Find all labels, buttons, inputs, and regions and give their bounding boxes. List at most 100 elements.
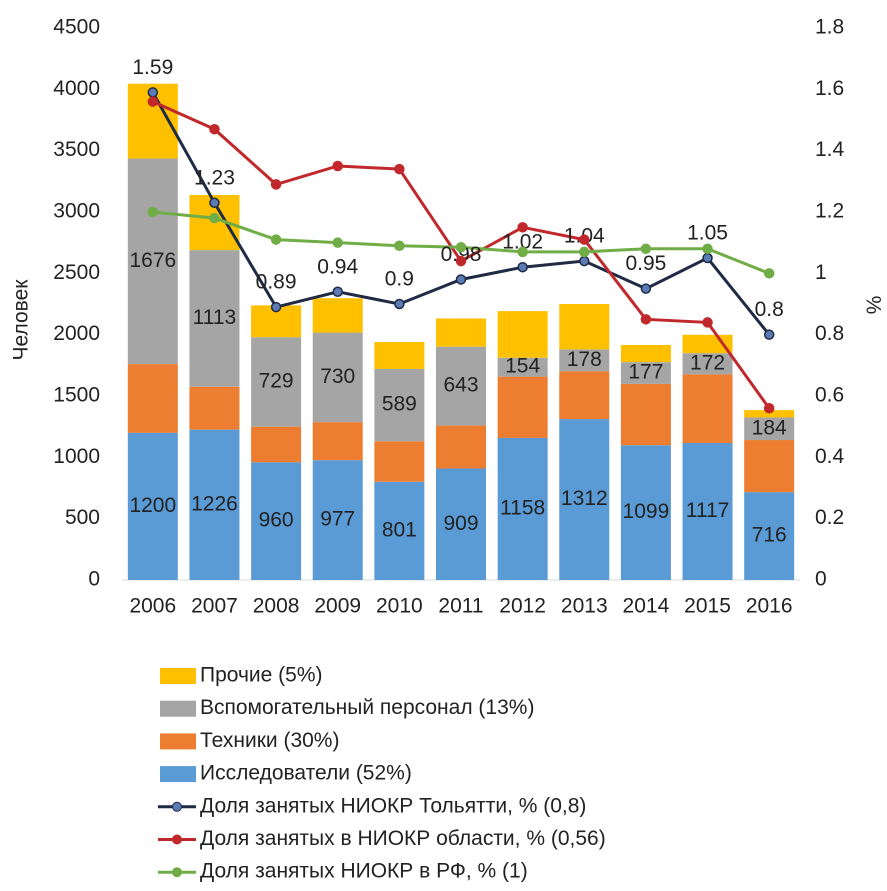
line-marker xyxy=(702,317,713,328)
bar-segment xyxy=(374,441,425,482)
bar-segment xyxy=(497,311,548,358)
data-label: 729 xyxy=(259,370,294,393)
data-label: 1099 xyxy=(623,500,670,523)
x-tick-label: 2014 xyxy=(623,595,670,618)
line-marker xyxy=(270,301,282,313)
x-tick-label: 2010 xyxy=(376,595,423,618)
data-label: 909 xyxy=(443,512,478,535)
line-marker xyxy=(763,268,775,279)
y-tick-label: 1000 xyxy=(53,445,100,468)
bar-segment xyxy=(436,318,486,347)
bar-segment xyxy=(620,362,671,384)
bar-segment xyxy=(620,344,671,363)
x-tick-label: 2015 xyxy=(684,595,731,618)
line-marker xyxy=(394,240,405,251)
data-label: 1226 xyxy=(191,492,238,515)
line-marker xyxy=(763,329,775,340)
line-marker xyxy=(455,274,467,285)
line-marker xyxy=(209,212,220,224)
data-label: 154 xyxy=(505,355,540,378)
bar-segment xyxy=(374,481,425,580)
bar-segment xyxy=(374,342,425,370)
x-tick-label: 2006 xyxy=(129,595,176,618)
line-marker xyxy=(332,286,343,297)
legend-label: Доля занятых НИОКР в РФ, % (1) xyxy=(200,860,528,883)
data-label: 184 xyxy=(752,416,787,439)
bar-segment xyxy=(189,429,240,580)
bar-segment xyxy=(682,442,733,580)
bar-segment xyxy=(251,462,302,580)
line-data-label: 1.05 xyxy=(687,222,728,245)
y-tick-label: 1500 xyxy=(53,384,100,407)
y-tick-label: 0 xyxy=(88,568,100,591)
line-marker xyxy=(270,179,282,190)
bar-segment xyxy=(682,353,733,375)
line-data-label: 0.95 xyxy=(625,252,666,275)
y2-tick-label: 0.8 xyxy=(815,322,844,345)
line-marker xyxy=(455,255,467,267)
y2-tick-label: 1 xyxy=(815,261,827,284)
y2-tick-label: 1.4 xyxy=(815,138,845,161)
line-marker xyxy=(517,261,528,273)
y2-tick-label: 1.8 xyxy=(815,16,844,39)
bar-segment xyxy=(251,337,302,427)
y-tick-label: 4000 xyxy=(53,77,100,100)
data-label: 716 xyxy=(752,524,787,547)
legend-label: Техники (30%) xyxy=(200,729,339,752)
line-data-label: 1.23 xyxy=(194,166,235,189)
line-marker xyxy=(455,242,467,253)
data-label: 1200 xyxy=(129,494,176,517)
legend-swatch xyxy=(160,733,196,750)
x-tick-label: 2008 xyxy=(253,595,300,618)
line-marker xyxy=(270,234,282,245)
data-label: 177 xyxy=(628,361,663,384)
bar-segment xyxy=(312,298,363,333)
legend-label: Доля занятых в НИОКР области, % (0,56) xyxy=(200,827,606,850)
bar-segment xyxy=(497,437,548,580)
bar-segment xyxy=(559,371,610,420)
line-series xyxy=(151,91,771,336)
y-tick-label: 3500 xyxy=(53,138,100,161)
bar-segment xyxy=(744,410,795,418)
data-label: 643 xyxy=(443,374,478,397)
line-marker xyxy=(394,298,405,310)
line-marker xyxy=(147,96,159,107)
data-label: 977 xyxy=(320,508,355,531)
bar-segment xyxy=(559,304,610,350)
legend-label: Вспомогательный персонал (13%) xyxy=(200,696,534,719)
data-label: 1117 xyxy=(686,499,730,522)
line-marker xyxy=(763,403,775,414)
line-marker xyxy=(579,246,590,258)
bar-segment xyxy=(436,425,486,469)
data-label: 1312 xyxy=(561,487,608,510)
data-label: 730 xyxy=(320,365,355,388)
line-data-label: 1.59 xyxy=(132,56,173,79)
x-tick-label: 2009 xyxy=(314,595,361,618)
y2-tick-label: 0.2 xyxy=(815,506,844,529)
legend-swatch xyxy=(160,700,196,717)
legend-swatch xyxy=(160,668,196,684)
line-marker xyxy=(640,314,652,325)
line-marker xyxy=(147,87,159,98)
data-label: 172 xyxy=(690,351,725,374)
y2-tick-label: 0 xyxy=(815,568,827,591)
y2-tick-label: 1.2 xyxy=(815,200,844,223)
bar-segment xyxy=(189,250,240,387)
line-data-label: 0.9 xyxy=(385,268,414,291)
line-marker xyxy=(579,234,590,245)
line-marker xyxy=(640,283,652,294)
y2-tick-label: 1.6 xyxy=(815,77,844,100)
y2-tick-label: 0.6 xyxy=(815,384,844,407)
bar-segment xyxy=(559,419,610,580)
y-tick-label: 4500 xyxy=(53,16,100,39)
x-tick-label: 2011 xyxy=(438,595,483,618)
line-data-label: 0.94 xyxy=(317,255,358,278)
y2-tick-label: 0.4 xyxy=(815,445,845,468)
x-tick-label: 2013 xyxy=(561,595,608,618)
line-data-label: 0.89 xyxy=(256,271,297,294)
bar-segment xyxy=(312,460,363,580)
data-label: 589 xyxy=(382,393,417,416)
line-marker xyxy=(147,206,159,218)
x-tick-label: 2012 xyxy=(499,595,546,618)
line-data-label: 0.98 xyxy=(441,243,482,266)
